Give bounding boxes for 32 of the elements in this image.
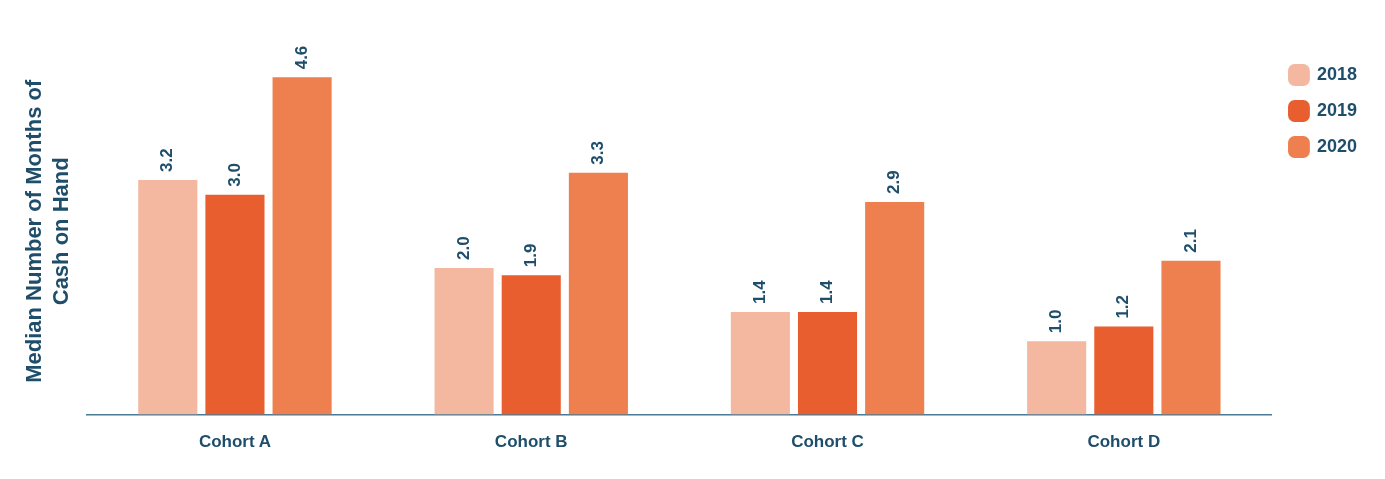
bar bbox=[1027, 341, 1087, 415]
x-tick-label: Cohort B bbox=[494, 432, 568, 452]
bar bbox=[865, 201, 925, 415]
data-label: 2.9 bbox=[884, 170, 904, 194]
data-label: 1.4 bbox=[817, 279, 837, 304]
legend-label: 2019 bbox=[1316, 99, 1357, 120]
bar bbox=[138, 179, 198, 415]
data-label: 2.0 bbox=[453, 236, 473, 260]
bar bbox=[568, 172, 628, 415]
x-tick-label: Cohort C bbox=[791, 432, 864, 452]
data-label: 1.9 bbox=[520, 243, 540, 268]
data-label: 1.4 bbox=[750, 279, 770, 304]
data-label: 1.0 bbox=[1046, 309, 1066, 334]
bar bbox=[797, 311, 858, 415]
bar bbox=[434, 267, 494, 415]
bar bbox=[501, 275, 561, 415]
data-label: 3.3 bbox=[588, 141, 608, 165]
x-tick-label: Cohort A bbox=[198, 432, 271, 452]
bar bbox=[272, 77, 332, 415]
x-tick-label: Cohort D bbox=[1087, 432, 1161, 452]
bar bbox=[205, 194, 265, 415]
y-axis-title: Median Number of Months of Cash on Hand bbox=[21, 79, 73, 383]
legend-label: 2018 bbox=[1316, 63, 1357, 84]
bar bbox=[1094, 326, 1154, 415]
bar bbox=[730, 311, 790, 415]
bar bbox=[1161, 260, 1221, 415]
data-label: 1.2 bbox=[1113, 294, 1133, 319]
data-label: 3.2 bbox=[157, 148, 177, 172]
legend-label: 2020 bbox=[1316, 135, 1357, 156]
data-label: 4.6 bbox=[291, 45, 311, 70]
data-label: 2.1 bbox=[1180, 228, 1200, 253]
data-label: 3.0 bbox=[224, 163, 244, 187]
